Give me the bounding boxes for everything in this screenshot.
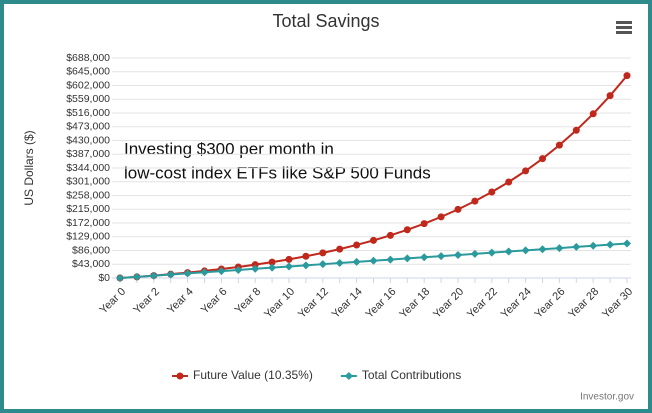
point [370,236,377,244]
point [606,240,615,249]
y-tick-label: $0 [98,272,110,284]
point [437,252,446,261]
menu-icon[interactable] [616,21,632,34]
menu-bar [616,26,632,29]
y-tick-label: $258,000 [66,189,110,201]
point [369,256,378,265]
point [420,253,429,262]
y-tick-label: $516,000 [66,107,110,119]
y-tick-label: $129,000 [66,231,110,243]
legend-marker [176,372,184,380]
point [589,241,598,250]
point [454,205,462,213]
point [606,92,614,100]
point [403,254,412,263]
point [539,155,546,163]
point [504,247,513,256]
y-tick-label: $473,000 [66,121,110,133]
point [352,257,361,266]
y-tick-label: $86,000 [72,244,110,256]
point [319,249,327,257]
point [386,231,394,239]
series [116,239,631,282]
menu-bar [616,31,632,34]
y-tick-label: $172,000 [66,217,110,229]
point [521,246,530,255]
point [470,249,479,258]
point [200,268,209,277]
annotation: Investing $300 per month in [124,139,334,158]
y-tick-label: $344,000 [66,162,110,174]
point [403,226,411,234]
point [116,274,124,282]
y-tick-label: $430,000 [66,134,110,146]
point [234,265,243,274]
point [285,262,293,271]
point [302,252,310,260]
y-tick-label: $301,000 [66,176,110,188]
point [132,272,141,281]
point [149,271,158,280]
point [488,188,496,196]
point [301,261,310,270]
legend-label: Future Value (10.35%) [193,368,313,382]
point [335,259,344,268]
point [454,250,462,259]
y-tick-label: $645,000 [66,66,110,78]
point [166,270,175,279]
point [487,248,496,257]
point [623,239,631,248]
legend-label: Total Contributions [362,368,461,382]
point [268,258,276,266]
legend-item[interactable]: Total Contributions [340,368,461,382]
point [336,245,344,253]
y-tick-label: $387,000 [66,148,110,160]
point [217,267,226,276]
point [353,241,361,249]
point [420,220,428,228]
point [386,255,395,264]
menu-bar [616,21,632,24]
point [555,141,563,149]
credits: Investor.gov [580,392,634,403]
chart-title: Total Savings [272,11,379,31]
point [522,167,530,175]
point [285,255,293,263]
legend-item[interactable]: Future Value (10.35%) [172,368,313,382]
y-tick-label: $215,000 [66,203,110,215]
point [437,213,445,221]
point [268,263,277,272]
y-axis-title: US Dollars ($) [22,130,36,205]
y-tick-label: $559,000 [66,93,110,105]
point [505,178,513,186]
y-tick-label: $602,000 [66,79,110,91]
point [555,244,564,253]
y-tick-label: $688,000 [66,52,110,64]
point [183,269,192,278]
point [623,72,631,80]
point [251,261,259,269]
point [589,110,597,118]
point [318,260,327,269]
y-tick-label: $43,000 [72,258,110,270]
legend-marker [344,372,353,380]
point [572,242,581,251]
point [251,264,260,273]
point [572,126,580,134]
point [471,197,479,205]
point [538,245,547,254]
annotation: low-cost index ETFs like S&P 500 Funds [124,163,431,182]
